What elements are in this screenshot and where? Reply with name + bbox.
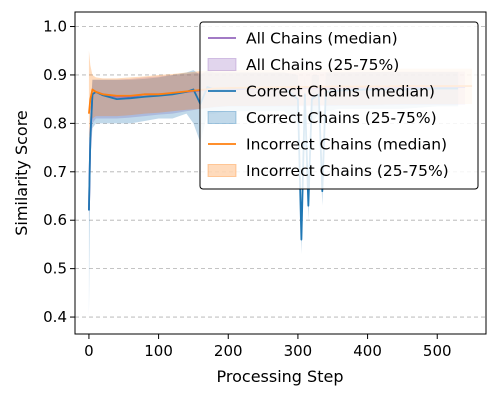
legend-label: All Chains (25-75%) [246,56,399,74]
y-axis: 0.4 0.5 0.6 0.7 0.8 0.9 1.0 [43,18,75,327]
x-axis: 0 100 200 300 400 500 [84,334,451,360]
legend-band-swatch [208,165,236,177]
y-tick-label: 1.0 [43,18,67,36]
legend-label: Correct Chains (25-75%) [246,109,437,127]
legend: All Chains (median) All Chains (25-75%) Co… [200,22,478,189]
legend-band-swatch [208,112,236,124]
y-tick-label: 0.4 [43,308,67,326]
x-tick-label: 100 [144,342,173,360]
x-tick-label: 300 [284,342,313,360]
x-tick-label: 0 [84,342,94,360]
legend-label: All Chains (median) [246,30,398,48]
y-tick-label: 0.5 [43,260,67,278]
y-tick-label: 0.8 [43,114,67,132]
legend-band-swatch [208,59,236,71]
legend-label: Incorrect Chains (25-75%) [246,162,449,180]
y-tick-label: 0.9 [43,66,67,84]
x-axis-label: Processing Step [217,367,344,386]
legend-label: Incorrect Chains (median) [246,136,447,154]
y-axis-label: Similarity Score [12,110,31,236]
x-tick-label: 200 [214,342,243,360]
x-tick-label: 400 [353,342,382,360]
y-tick-label: 0.7 [43,163,67,181]
x-tick-label: 500 [423,342,452,360]
legend-label: Correct Chains (median) [246,83,435,101]
y-tick-label: 0.6 [43,211,67,229]
